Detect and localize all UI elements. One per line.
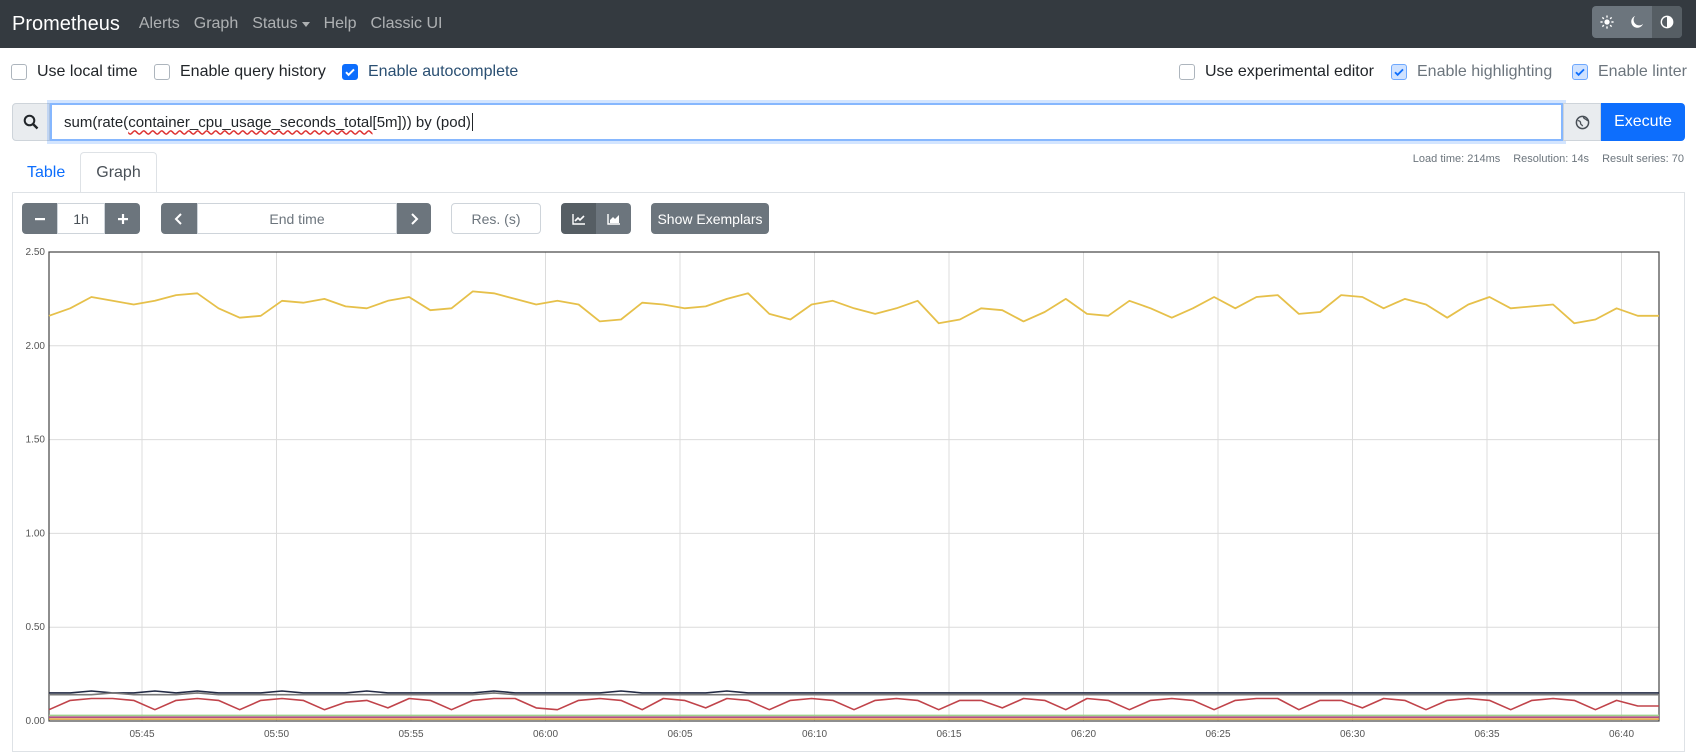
enable-query-history-option[interactable]: Enable query history	[154, 63, 326, 81]
metrics-explorer-globe-icon[interactable]	[1563, 103, 1601, 141]
nav-status-label: Status	[252, 15, 298, 32]
result-series: Result series: 70	[1602, 153, 1684, 165]
enable-linter-label: Enable linter	[1598, 63, 1687, 80]
use-experimental-editor-checkbox[interactable]	[1179, 64, 1195, 80]
use-local-time-option[interactable]: Use local time	[11, 63, 137, 81]
enable-highlighting-option[interactable]: Enable highlighting	[1391, 63, 1552, 81]
end-time-input[interactable]: End time	[197, 203, 397, 234]
enable-highlighting-checkbox[interactable]	[1391, 64, 1407, 80]
chevron-left-icon[interactable]	[161, 203, 197, 234]
contrast-icon[interactable]	[1652, 6, 1682, 38]
nav-status[interactable]: Status	[252, 15, 310, 33]
chart-type-toggle	[561, 203, 631, 234]
enable-query-history-label: Enable query history	[180, 63, 326, 80]
nav-help[interactable]: Help	[323, 15, 357, 32]
range-control: 1h	[22, 203, 140, 234]
nav-alerts[interactable]: Alerts	[138, 15, 180, 32]
query-prefix: sum(rate(	[64, 113, 129, 131]
query-options: Use local time Enable query history Enab…	[0, 63, 1696, 87]
range-decrease-button[interactable]	[22, 203, 57, 234]
query-stats: Load time: 214ms Resolution: 14s Result …	[1413, 153, 1684, 165]
stacked-area-chart-icon[interactable]	[596, 203, 631, 234]
moon-icon[interactable]	[1622, 6, 1652, 38]
tab-table[interactable]: Table	[27, 163, 66, 181]
load-time: Load time: 214ms	[1412, 153, 1501, 165]
text-cursor	[471, 113, 473, 131]
enable-linter-checkbox[interactable]	[1572, 64, 1588, 80]
end-time-control: End time	[161, 203, 431, 234]
use-experimental-editor-label: Use experimental editor	[1205, 63, 1374, 80]
resolution: Resolution: 14s	[1513, 153, 1590, 165]
query-metric: container_cpu_usage_seconds_total	[128, 113, 373, 131]
query-suffix: [5m])) by (pod)	[372, 113, 471, 131]
query-input[interactable]: sum(rate(container_cpu_usage_seconds_tot…	[50, 103, 1563, 141]
execute-button[interactable]: Execute	[1601, 103, 1685, 141]
navbar: Prometheus Alerts Graph Status Help Clas…	[0, 0, 1696, 48]
enable-highlighting-label: Enable highlighting	[1417, 63, 1553, 80]
chevron-right-icon[interactable]	[397, 203, 431, 234]
enable-autocomplete-label: Enable autocomplete	[368, 63, 519, 80]
search-icon	[12, 103, 50, 141]
resolution-input[interactable]: Res. (s)	[451, 203, 541, 234]
range-input[interactable]: 1h	[57, 203, 105, 234]
enable-autocomplete-option[interactable]: Enable autocomplete	[342, 63, 518, 81]
nav-graph[interactable]: Graph	[193, 15, 239, 32]
enable-query-history-checkbox[interactable]	[154, 64, 170, 80]
resolution-control: Res. (s)	[451, 203, 541, 234]
exemplars-control: Show Exemplars	[651, 203, 769, 234]
graph-panel	[12, 192, 1685, 752]
use-local-time-label: Use local time	[37, 63, 138, 80]
result-tabs: Table Graph	[12, 152, 157, 193]
nav-classic-ui[interactable]: Classic UI	[370, 15, 443, 32]
range-increase-button[interactable]	[105, 203, 140, 234]
use-experimental-editor-option[interactable]: Use experimental editor	[1179, 63, 1374, 81]
enable-linter-option[interactable]: Enable linter	[1572, 63, 1687, 81]
brand-logo[interactable]: Prometheus	[12, 12, 120, 35]
show-exemplars-button[interactable]: Show Exemplars	[651, 203, 769, 234]
sun-icon[interactable]	[1592, 6, 1622, 38]
theme-toggle-group	[1592, 6, 1682, 38]
line-chart-icon[interactable]	[561, 203, 596, 234]
use-local-time-checkbox[interactable]	[11, 64, 27, 80]
caret-down-icon	[301, 21, 310, 27]
query-row: sum(rate(container_cpu_usage_seconds_tot…	[12, 103, 1685, 141]
enable-autocomplete-checkbox[interactable]	[342, 64, 358, 80]
tab-graph[interactable]: Graph	[80, 152, 157, 193]
